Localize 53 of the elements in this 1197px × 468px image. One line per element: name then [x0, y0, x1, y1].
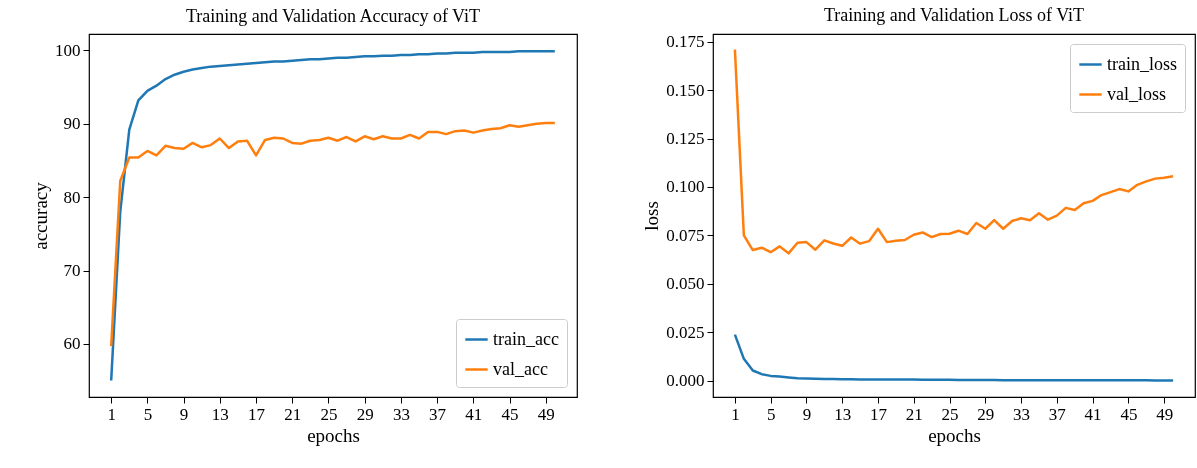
x-tick-label: 33	[392, 404, 410, 424]
x-tick-label: 5	[143, 404, 153, 424]
legend-label: val_acc	[493, 358, 548, 379]
y-tick-label: 0.125	[666, 129, 705, 149]
x-tick-label: 41	[465, 404, 483, 424]
y-tick-label: 80	[63, 187, 81, 207]
x-tick-label: 37	[429, 404, 447, 424]
x-tick-label: 49	[1156, 404, 1174, 424]
x-tick-label: 9	[802, 404, 812, 424]
chart-title: Training and Validation Accuracy of ViT	[185, 6, 481, 26]
x-tick-label: 29	[977, 404, 995, 424]
y-tick-label: 0.100	[666, 177, 705, 197]
x-tick-label: 5	[766, 404, 776, 424]
x-tick-label: 25	[320, 404, 338, 424]
legend-label: val_loss	[1107, 83, 1167, 104]
y-tick-label: 100	[55, 41, 81, 60]
x-tick-label: 37	[1048, 404, 1067, 424]
x-tick-label: 1	[731, 404, 740, 424]
x-tick-label: 13	[834, 404, 852, 424]
legend-label: train_acc	[493, 328, 559, 349]
x-axis-title: epochs	[928, 424, 981, 446]
y-tick-label: 0.175	[666, 32, 705, 52]
line-series	[733, 48, 1175, 255]
x-tick-label: 1	[107, 404, 116, 424]
x-tick-label: 17	[248, 404, 266, 424]
x-tick-label: 45	[501, 404, 519, 424]
line-series	[109, 49, 557, 382]
x-tick-label: 9	[179, 404, 189, 424]
x-tick-label: 45	[1120, 404, 1138, 424]
y-tick-label: 0.075	[666, 225, 705, 245]
x-tick-label: 41	[1084, 404, 1102, 424]
x-tick-label: 29	[356, 404, 374, 424]
y-tick-label: 0.025	[666, 322, 705, 342]
x-tick-label: 21	[284, 404, 302, 424]
x-tick-label: 49	[537, 404, 555, 424]
y-tick-label: 0.150	[666, 80, 705, 100]
y-tick-label: 0.000	[666, 371, 705, 391]
x-axis-title: epochs	[307, 424, 360, 446]
x-tick-label: 25	[941, 404, 959, 424]
line-series	[109, 121, 557, 348]
x-tick-label: 33	[1013, 404, 1031, 424]
y-tick-label: 60	[63, 334, 81, 354]
chart-title: Training and Validation Loss of ViT	[823, 4, 1085, 25]
y-axis-title: loss	[641, 201, 663, 231]
y-axis-title: accuracy	[30, 181, 51, 250]
x-tick-label: 21	[905, 404, 923, 424]
x-tick-label: 13	[211, 404, 229, 424]
y-tick-label: 0.050	[666, 274, 705, 294]
legend-label: train_loss	[1107, 53, 1177, 74]
x-tick-label: 17	[869, 404, 888, 424]
y-tick-label: 70	[63, 261, 81, 280]
line-series	[733, 333, 1175, 382]
y-tick-label: 90	[63, 114, 81, 134]
